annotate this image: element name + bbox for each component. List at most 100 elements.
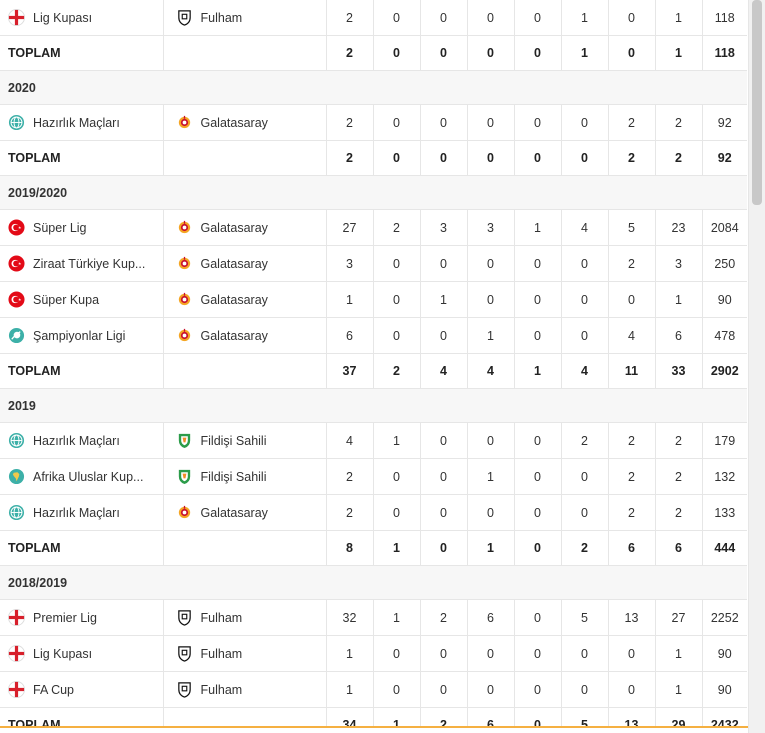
competition-cell[interactable]: Afrika Uluslar Kup... (0, 458, 163, 495)
globe-icon (8, 432, 25, 449)
competition-cell[interactable]: Şampiyonlar Ligi (0, 317, 163, 354)
competition-name[interactable]: Süper Lig (33, 220, 87, 235)
stat-cell: 0 (466, 494, 514, 531)
total-label: TOPLAM (0, 707, 163, 726)
team-name[interactable]: Fulham (200, 10, 243, 25)
galatasaray-crest-icon (176, 255, 193, 272)
stat-cell: 2 (419, 707, 467, 726)
competition-name[interactable]: Lig Kupası (33, 10, 93, 25)
team-cell[interactable]: Fulham (162, 0, 326, 36)
turkey-flag-icon (8, 255, 25, 272)
table-row[interactable]: Lig Kupası Fulham 2 0 0 0 0 1 0 1 118 (0, 0, 747, 36)
team-cell[interactable]: Galatasaray (162, 494, 326, 531)
competition-cell[interactable]: Ziraat Türkiye Kup... (0, 245, 163, 282)
stat-cell: 0 (466, 245, 514, 282)
competition-cell[interactable]: Lig Kupası (0, 635, 163, 672)
team-name[interactable]: Fulham (200, 610, 243, 625)
stat-cell: 0 (513, 35, 561, 71)
table-row[interactable]: Lig Kupası Fulham 1 0 0 0 0 0 0 1 90 (0, 635, 747, 672)
stat-cell: 1 (560, 0, 608, 36)
stat-cell: 0 (513, 422, 561, 459)
team-name[interactable]: Galatasaray (200, 256, 268, 271)
table-row[interactable]: Ziraat Türkiye Kup... Galatasaray 3 0 0 0 0 0 2 3… (0, 245, 747, 282)
stat-cell: 34 (325, 707, 373, 726)
table-row[interactable]: Süper Kupa Galatasaray 1 0 1 0 0 0 0 1 90 (0, 281, 747, 318)
competition-name[interactable]: Süper Kupa (33, 292, 100, 307)
stat-cell: 0 (607, 0, 655, 36)
stat-cell: 0 (513, 707, 561, 726)
stat-cell: 2 (654, 422, 702, 459)
team-cell[interactable]: Galatasaray (162, 317, 326, 354)
table-row[interactable]: FA Cup Fulham 1 0 0 0 0 0 0 1 90 (0, 671, 747, 708)
competition-name[interactable]: Hazırlık Maçları (33, 115, 120, 130)
stat-cell: 2 (325, 140, 373, 176)
competition-cell[interactable]: Süper Lig (0, 209, 163, 246)
team-name[interactable]: Fildişi Sahili (200, 469, 267, 484)
competition-cell[interactable]: Süper Kupa (0, 281, 163, 318)
total-label: TOPLAM (0, 353, 163, 389)
competition-name[interactable]: Şampiyonlar Ligi (33, 328, 126, 343)
stat-cell: 1 (513, 209, 561, 246)
competition-name[interactable]: Hazırlık Maçları (33, 433, 120, 448)
team-name[interactable]: Fulham (200, 682, 243, 697)
team-cell[interactable]: Fildişi Sahili (162, 422, 326, 459)
competition-cell[interactable]: Hazırlık Maçları (0, 494, 163, 531)
stat-cell: 6 (466, 707, 514, 726)
stat-cell: 0 (560, 317, 608, 354)
table-row[interactable]: Hazırlık Maçları Galatasaray 2 0 0 0 0 0 2 2 92 (0, 104, 747, 141)
team-cell[interactable]: Galatasaray (162, 281, 326, 318)
competition-cell[interactable]: FA Cup (0, 671, 163, 708)
competition-cell[interactable]: Premier Lig (0, 599, 163, 636)
table-row[interactable]: Afrika Uluslar Kup... Fildişi Sahili 2 0 0 1 0… (0, 458, 747, 495)
table-row[interactable]: Şampiyonlar Ligi Galatasaray 6 0 0 1 0 0 4 6 478 (0, 317, 747, 354)
team-name[interactable]: Fulham (200, 646, 243, 661)
stat-cell: 1 (654, 635, 702, 672)
stat-cell: 0 (513, 104, 561, 141)
stat-cell: 0 (466, 35, 514, 71)
stat-cell: 179 (701, 422, 747, 459)
stat-cell: 3 (325, 245, 373, 282)
team-cell[interactable]: Fulham (162, 671, 326, 708)
team-name[interactable]: Fildişi Sahili (200, 433, 267, 448)
team-cell[interactable]: Galatasaray (162, 209, 326, 246)
scrollbar-thumb[interactable] (752, 0, 762, 205)
scrollbar[interactable] (748, 0, 765, 733)
team-name[interactable]: Galatasaray (200, 115, 268, 130)
table-row[interactable]: Hazırlık Maçları Fildişi Sahili 4 1 0 0 0 2 2 2 17… (0, 422, 747, 459)
total-team-cell (162, 140, 326, 176)
season-header-row: 2019/2020 (0, 175, 747, 210)
competition-cell[interactable]: Hazırlık Maçları (0, 104, 163, 141)
competition-cell[interactable]: Lig Kupası (0, 0, 163, 36)
competition-name[interactable]: Hazırlık Maçları (33, 505, 120, 520)
season-label: 2020 (0, 70, 747, 105)
table-row[interactable]: Premier Lig Fulham 32 1 2 6 0 5 13 27 2252 (0, 599, 747, 636)
stat-cell: 0 (419, 422, 467, 459)
stat-cell: 0 (372, 635, 420, 672)
team-cell[interactable]: Fulham (162, 599, 326, 636)
stat-cell: 0 (419, 140, 467, 176)
team-cell[interactable]: Galatasaray (162, 245, 326, 282)
team-name[interactable]: Galatasaray (200, 505, 268, 520)
galatasaray-crest-icon (176, 114, 193, 131)
stat-cell: 27 (325, 209, 373, 246)
team-cell[interactable]: Fulham (162, 635, 326, 672)
team-cell[interactable]: Galatasaray (162, 104, 326, 141)
stat-cell: 1 (560, 35, 608, 71)
table-row[interactable]: Hazırlık Maçları Galatasaray 2 0 0 0 0 0 2 2 133 (0, 494, 747, 531)
team-name[interactable]: Galatasaray (200, 220, 268, 235)
competition-name[interactable]: Lig Kupası (33, 646, 93, 661)
stat-cell: 0 (419, 458, 467, 495)
team-name[interactable]: Galatasaray (200, 328, 268, 343)
stat-cell: 0 (513, 530, 561, 566)
stat-cell: 118 (701, 35, 747, 71)
competition-name[interactable]: Premier Lig (33, 610, 97, 625)
team-name[interactable]: Galatasaray (200, 292, 268, 307)
competition-name[interactable]: FA Cup (33, 682, 74, 697)
team-cell[interactable]: Fildişi Sahili (162, 458, 326, 495)
competition-name[interactable]: Afrika Uluslar Kup... (33, 469, 144, 484)
table-row[interactable]: Süper Lig Galatasaray 27 2 3 3 1 4 5 23 2084 (0, 209, 747, 246)
stat-cell: 4 (466, 353, 514, 389)
competition-cell[interactable]: Hazırlık Maçları (0, 422, 163, 459)
stat-cell: 0 (513, 671, 561, 708)
competition-name[interactable]: Ziraat Türkiye Kup... (33, 256, 146, 271)
